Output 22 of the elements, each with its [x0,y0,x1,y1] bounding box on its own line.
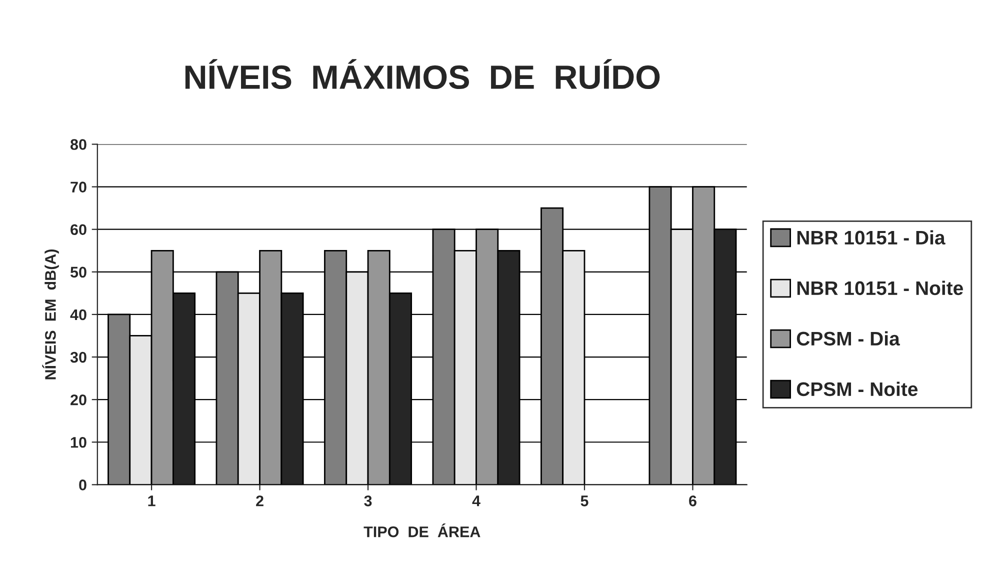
y-tick-label: 10 [70,436,86,448]
x-axis-title: TIPO DE ÁREA [364,524,480,538]
x-tick-label: 2 [256,496,264,506]
legend-label: NBR 10151 - Noite [797,280,963,296]
x-tick-label: 1 [148,496,156,506]
y-tick-label: 40 [70,309,86,320]
y-tick-label: 80 [70,139,86,150]
y-tick-label: 60 [70,224,86,236]
y-axis-title: NÍVEIS EM dB(A) [42,249,59,380]
y-tick-label: 20 [70,394,86,406]
y-tick-label: 70 [70,182,86,192]
legend-label: CPSM - Dia [796,331,900,346]
x-tick-label: 6 [689,496,696,506]
legend-label: CPSM - Noite [796,382,918,396]
x-tick-label: 3 [364,496,372,506]
x-tick-label: 5 [580,496,588,506]
chart-title: NÍVEIS MÁXIMOS DE RUÍDO [185,59,660,90]
y-tick-label: 50 [70,266,86,278]
x-tick-label: 4 [472,496,480,506]
legend-label: NBR 10151 - Dia [797,230,946,245]
y-tick-label: 30 [70,352,86,363]
y-tick-label: 0 [79,480,86,490]
